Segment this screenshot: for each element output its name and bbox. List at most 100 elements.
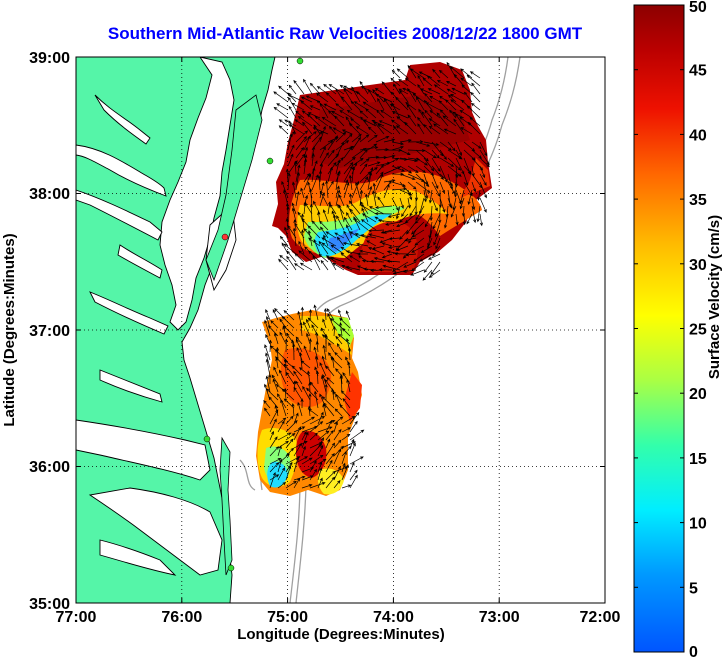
velocity-arrow: [391, 111, 409, 119]
velocity-arrow: [406, 221, 417, 235]
velocity-arrow: [399, 165, 413, 174]
velocity-arrow: [341, 129, 353, 135]
velocity-arrow: [392, 261, 409, 272]
velocity-arrow: [311, 131, 324, 143]
velocity-arrow: [447, 141, 456, 152]
velocity-arrow: [269, 418, 277, 433]
velocity-arrow: [300, 306, 304, 321]
velocity-arrow: [399, 149, 411, 156]
velocity-arrow: [350, 117, 361, 127]
velocity-arrow: [401, 205, 409, 217]
velocity-arrow: [383, 138, 396, 143]
velocity-arrow: [279, 254, 289, 263]
velocity-arrow: [319, 152, 329, 167]
velocity-arrow: [469, 71, 481, 79]
velocity-arrow: [368, 247, 385, 255]
velocity-arrow: [302, 121, 313, 135]
velocity-arrow: [383, 157, 400, 167]
velocity-arrow: [345, 250, 361, 255]
velocity-arrow: [413, 253, 425, 262]
velocity-arrow: [395, 96, 409, 111]
velocity-arrow: [368, 89, 377, 103]
velocity-arrow: [325, 452, 335, 465]
velocity-arrow: [322, 318, 327, 329]
velocity-arrow: [404, 237, 417, 242]
velocity-arrow: [471, 82, 481, 95]
velocity-arrow: [381, 81, 393, 95]
velocity-arrow: [359, 176, 369, 191]
velocity-arrow: [410, 269, 425, 276]
velocity-arrow: [335, 88, 345, 103]
velocity-arrow: [317, 444, 324, 457]
velocity-arrow: [418, 71, 433, 79]
velocity-arrow: [377, 123, 393, 135]
velocity-arrow: [380, 109, 393, 119]
velocity-arrow: [306, 113, 321, 127]
velocity-arrow: [359, 110, 369, 119]
velocity-arrow: [429, 110, 441, 119]
velocity-arrow: [453, 181, 458, 198]
velocity-arrow: [327, 180, 334, 191]
velocity-arrow: [343, 182, 350, 199]
velocity-arrow: [395, 245, 409, 252]
velocity-arrow: [309, 460, 317, 473]
velocity-arrow: [407, 165, 419, 174]
velocity-arrow: [265, 388, 279, 401]
velocity-arrow: [339, 317, 351, 329]
velocity-arrow: [303, 158, 308, 175]
velocity-arrow: [347, 361, 351, 377]
velocity-arrow: [321, 396, 335, 409]
velocity-arrow: [428, 125, 441, 135]
velocity-arrow: [439, 149, 447, 160]
velocity-arrow: [359, 249, 377, 255]
velocity-arrow: [320, 259, 329, 271]
velocity-arrow: [439, 181, 445, 194]
velocity-arrow: [321, 355, 327, 369]
velocity-arrow: [264, 344, 271, 361]
velocity-arrow: [339, 321, 343, 337]
velocity-arrow: [287, 172, 291, 191]
velocity-arrow: [293, 442, 302, 457]
x-axis-label: Longitude (Degrees:Minutes): [237, 626, 445, 643]
velocity-arrow: [385, 221, 401, 226]
velocity-arrow: [423, 165, 435, 176]
velocity-arrow: [325, 419, 333, 433]
velocity-arrow: [292, 343, 296, 361]
velocity-arrow: [283, 387, 288, 401]
y-tick-label: 37:00: [29, 323, 70, 340]
velocity-arrow: [328, 352, 335, 361]
velocity-arrow: [285, 217, 289, 231]
velocity-arrow: [273, 106, 289, 119]
velocity-arrow: [298, 240, 305, 255]
velocity-arrow: [371, 120, 385, 127]
velocity-arrow: [341, 484, 352, 489]
velocity-arrow: [311, 324, 319, 337]
velocity-arrow: [424, 213, 433, 228]
velocity-arrow: [285, 480, 297, 489]
velocity-arrow: [431, 173, 439, 190]
velocity-arrow: [350, 100, 361, 111]
velocity-arrow: [402, 269, 417, 273]
velocity-arrow: [291, 402, 295, 417]
velocity-arrow: [277, 482, 287, 489]
velocity-arrow: [354, 233, 369, 239]
colorbar-tick-label: 20: [689, 386, 707, 403]
velocity-arrow: [342, 397, 351, 409]
velocity-arrow: [359, 148, 368, 159]
velocity-arrow: [269, 430, 275, 441]
velocity-arrow: [295, 190, 300, 207]
velocity-arrow: [338, 204, 345, 223]
velocity-arrow: [341, 327, 351, 337]
velocity-arrow: [317, 461, 323, 473]
velocity-arrow: [269, 446, 280, 457]
velocity-arrow: [325, 430, 334, 441]
velocity-arrow: [319, 393, 327, 409]
velocity-arrow: [325, 470, 336, 481]
velocity-arrow: [285, 465, 292, 481]
velocity-arrow: [365, 108, 377, 119]
velocity-arrow: [335, 172, 340, 191]
x-tick-labels: 77:00 76:00 75:00 74:00 73:00 72:00: [56, 609, 621, 626]
velocity-arrow: [348, 200, 361, 215]
velocity-arrow: [303, 194, 308, 207]
velocity-arrow: [293, 456, 309, 465]
